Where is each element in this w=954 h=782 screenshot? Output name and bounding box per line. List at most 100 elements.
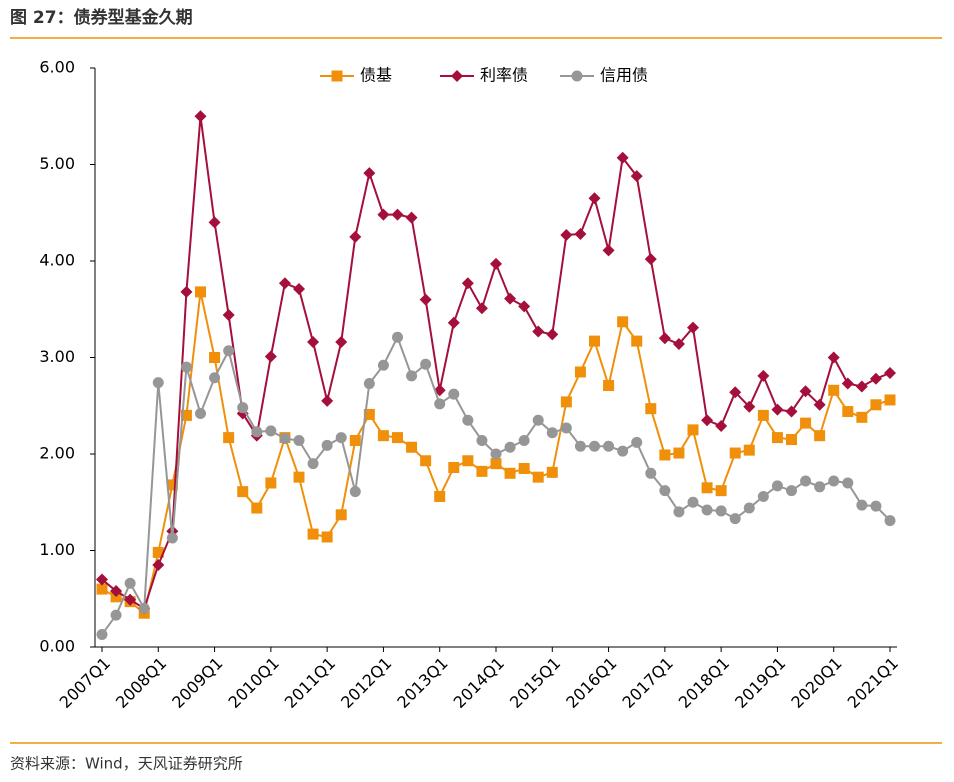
y-tick-label: 2.00 <box>39 444 75 463</box>
marker <box>504 292 517 305</box>
marker <box>701 482 713 494</box>
marker <box>672 337 685 350</box>
series-line <box>101 116 891 610</box>
x-tick-label: 2011Q1 <box>281 654 339 712</box>
marker <box>644 253 657 266</box>
marker <box>800 417 812 429</box>
x-tick-label: 2013Q1 <box>393 654 451 712</box>
marker <box>532 414 544 426</box>
marker <box>419 293 432 306</box>
marker <box>377 208 390 221</box>
marker <box>377 430 389 442</box>
marker <box>237 402 249 414</box>
marker <box>307 336 320 349</box>
marker <box>603 440 615 452</box>
marker <box>124 577 136 589</box>
chart-title: 图 27：债券型基金久期 <box>10 7 193 28</box>
marker <box>800 475 812 487</box>
marker <box>771 480 783 492</box>
marker <box>335 432 347 444</box>
marker <box>278 277 291 290</box>
marker <box>589 335 600 347</box>
x-tick-label: 2018Q1 <box>675 654 733 712</box>
marker <box>331 70 343 82</box>
marker <box>856 499 868 511</box>
marker <box>546 466 558 478</box>
x-tick-label: 2007Q1 <box>56 654 114 712</box>
marker <box>659 449 671 461</box>
marker <box>377 359 389 371</box>
y-tick-label: 3.00 <box>39 347 75 366</box>
marker <box>406 441 418 453</box>
marker <box>546 328 559 341</box>
y-tick-label: 6.00 <box>39 58 75 77</box>
marker <box>771 403 784 416</box>
marker <box>701 414 714 427</box>
marker <box>166 532 178 544</box>
marker <box>490 458 502 470</box>
marker <box>743 502 755 514</box>
x-tick-label: 2019Q1 <box>731 654 789 712</box>
marker <box>729 513 741 525</box>
x-tick-label: 2017Q1 <box>619 654 677 712</box>
marker <box>490 448 502 460</box>
marker <box>757 369 770 382</box>
marker <box>265 425 277 437</box>
marker <box>799 385 812 398</box>
marker <box>673 447 685 459</box>
x-tick-label: 2012Q1 <box>337 654 395 712</box>
marker <box>392 331 403 343</box>
marker <box>786 485 797 497</box>
marker <box>532 325 545 338</box>
marker <box>869 372 882 385</box>
x-tick-label: 2010Q1 <box>225 654 283 712</box>
marker <box>448 388 460 400</box>
marker <box>884 515 896 527</box>
marker <box>110 585 123 598</box>
marker <box>814 481 826 493</box>
marker <box>771 432 783 444</box>
marker <box>571 70 583 82</box>
marker <box>785 405 798 418</box>
marker <box>209 372 221 384</box>
marker <box>96 573 108 586</box>
marker <box>279 433 291 445</box>
marker <box>195 407 206 419</box>
marker <box>420 455 432 467</box>
marker <box>588 192 601 205</box>
marker <box>335 336 348 349</box>
marker <box>152 377 164 389</box>
marker <box>870 399 882 411</box>
marker <box>293 471 305 483</box>
marker <box>363 408 375 420</box>
marker <box>462 414 474 426</box>
marker <box>659 485 671 497</box>
marker <box>349 486 361 498</box>
y-tick-label: 1.00 <box>39 540 75 559</box>
marker <box>222 309 235 322</box>
marker <box>447 316 460 329</box>
marker <box>391 208 404 221</box>
marker <box>743 444 755 456</box>
marker <box>209 352 221 363</box>
marker <box>349 230 362 243</box>
marker <box>827 351 840 364</box>
marker <box>574 366 586 378</box>
marker <box>856 411 868 423</box>
marker <box>96 583 108 595</box>
marker <box>518 300 531 313</box>
marker <box>532 471 544 483</box>
marker <box>631 436 643 448</box>
marker <box>194 110 207 123</box>
marker <box>251 426 263 438</box>
marker <box>321 531 333 543</box>
marker <box>673 506 685 518</box>
marker <box>589 440 600 452</box>
marker <box>504 441 516 453</box>
marker <box>237 486 249 498</box>
marker <box>406 370 418 382</box>
marker <box>786 434 797 446</box>
marker <box>842 406 854 418</box>
marker <box>574 227 587 240</box>
